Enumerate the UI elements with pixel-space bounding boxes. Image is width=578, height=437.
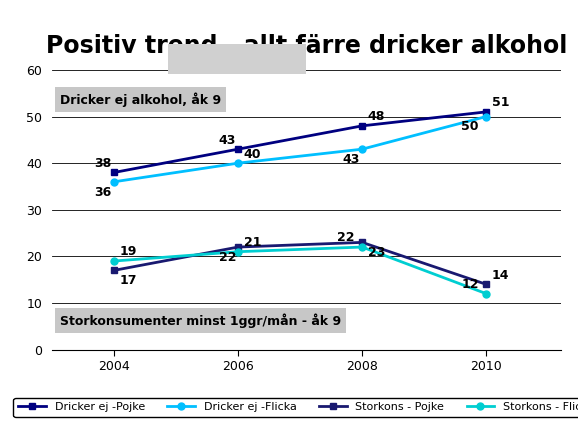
Text: 22: 22 [218, 251, 236, 264]
Text: 22: 22 [337, 232, 355, 244]
Text: 43: 43 [218, 134, 236, 146]
Text: Storkonsumenter minst 1ggr/mån - åk 9: Storkonsumenter minst 1ggr/mån - åk 9 [60, 313, 341, 328]
Text: 23: 23 [368, 246, 385, 259]
Text: 17: 17 [120, 274, 137, 287]
Legend: Dricker ej -Pojke, Dricker ej -Flicka, Storkons - Pojke, Storkons - Flicka: Dricker ej -Pojke, Dricker ej -Flicka, S… [13, 398, 578, 417]
Text: 51: 51 [492, 96, 509, 109]
Text: 43: 43 [343, 153, 360, 166]
Text: 50: 50 [461, 121, 479, 133]
Text: 40: 40 [244, 148, 261, 160]
Text: 12: 12 [461, 278, 479, 291]
Text: Dricker ej alkohol, åk 9: Dricker ej alkohol, åk 9 [60, 92, 221, 107]
Title: Positiv trend - allt färre dricker alkohol: Positiv trend - allt färre dricker alkoh… [46, 34, 567, 58]
Text: 19: 19 [120, 246, 137, 258]
Text: 14: 14 [492, 269, 509, 282]
Text: 38: 38 [95, 157, 112, 170]
Text: 21: 21 [244, 236, 261, 249]
Text: 48: 48 [368, 110, 385, 123]
Text: 36: 36 [95, 186, 112, 199]
